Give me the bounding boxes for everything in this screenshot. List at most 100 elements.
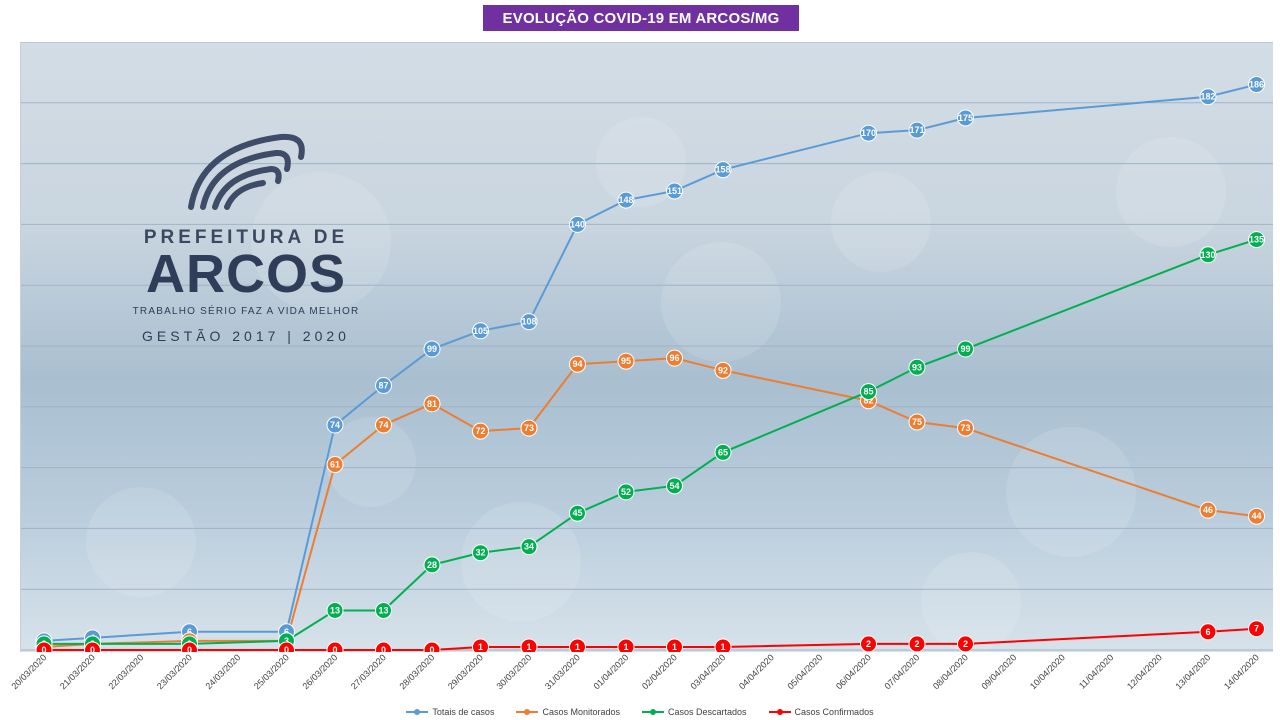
data-point: 135 [1248, 231, 1265, 249]
data-label: 74 [330, 420, 340, 430]
x-tick-label: 23/03/2020 [155, 652, 194, 691]
point-marker [957, 340, 974, 358]
point-marker [617, 191, 635, 209]
point-marker [520, 419, 538, 437]
data-label: 0 [381, 645, 386, 652]
x-tick-label: 22/03/2020 [106, 652, 145, 691]
data-label: 75 [912, 417, 922, 427]
virus-decoration [326, 417, 416, 507]
legend-swatch [516, 709, 539, 715]
data-point: 94 [569, 355, 586, 373]
data-label: 44 [1251, 511, 1261, 521]
x-tick-label: 09/04/2020 [979, 652, 1018, 691]
point-marker [181, 641, 198, 652]
data-point: 96 [666, 349, 683, 367]
data-label: 158 [715, 165, 730, 175]
data-point: 2 [957, 635, 974, 652]
point-marker [1248, 507, 1265, 525]
data-label: 99 [427, 344, 437, 354]
data-label: 148 [618, 195, 633, 205]
data-point: 2 [908, 635, 926, 652]
point-marker [326, 456, 344, 474]
point-marker [472, 322, 489, 340]
data-label: 140 [570, 219, 585, 229]
data-label: 108 [521, 317, 536, 327]
data-label: 186 [1249, 80, 1264, 90]
point-marker [714, 443, 732, 461]
point-marker [472, 422, 489, 440]
data-point: 130 [1199, 246, 1217, 264]
data-point: 75 [908, 413, 926, 431]
legend-item: Casos Monitorados [516, 704, 620, 720]
point-marker [423, 641, 441, 652]
x-tick-label: 21/03/2020 [58, 652, 97, 691]
x-tick-label: 03/04/2020 [688, 652, 727, 691]
data-label: 93 [912, 362, 922, 372]
data-label: 92 [718, 365, 728, 375]
data-label: 28 [427, 560, 437, 570]
data-point: 182 [1199, 88, 1217, 106]
legend-label: Casos Descartados [668, 707, 747, 717]
data-point: 1 [472, 638, 489, 652]
legend-label: Casos Confirmados [794, 707, 874, 717]
data-label: 46 [1203, 505, 1213, 515]
data-point: 0 [423, 641, 441, 652]
point-marker [1199, 246, 1217, 264]
x-tick-label: 06/04/2020 [834, 652, 873, 691]
virus-decoration [86, 487, 196, 597]
data-label: 81 [427, 399, 437, 409]
data-point: 1 [714, 638, 732, 652]
point-marker [375, 377, 392, 395]
data-point: 74 [375, 416, 392, 434]
point-marker [617, 483, 635, 501]
virus-decoration [1116, 137, 1226, 247]
data-label: 34 [524, 542, 534, 552]
point-marker [35, 641, 53, 652]
logo-prefix: PREFEITURA DE [143, 227, 349, 248]
data-label: 0 [332, 645, 337, 652]
legend-label: Totais de casos [432, 707, 495, 717]
data-label: 175 [958, 113, 973, 123]
point-marker [375, 601, 392, 619]
x-tick-label: 07/04/2020 [882, 652, 921, 691]
point-marker [666, 349, 683, 367]
data-point: 0 [375, 641, 392, 652]
series-points: 3466748799105108140148151158170171175182… [35, 76, 1265, 652]
data-point: 74 [326, 416, 344, 434]
data-label: 2 [963, 639, 968, 649]
point-marker [569, 215, 586, 233]
data-point: 13 [326, 601, 344, 619]
data-label: 170 [861, 128, 876, 138]
point-marker [957, 109, 974, 127]
chart-title: EVOLUÇÃO COVID-19 EM ARCOS/MG [483, 5, 799, 31]
data-label: 72 [475, 426, 485, 436]
point-marker [908, 358, 926, 376]
virus-decoration [921, 552, 1021, 652]
data-label: 52 [621, 487, 631, 497]
x-tick-label: 20/03/2020 [9, 652, 48, 691]
data-point: 73 [520, 419, 538, 437]
point-marker [957, 635, 974, 652]
logo-gestao: GESTÃO 2017 | 2020 [142, 328, 350, 344]
point-marker [375, 416, 392, 434]
data-point: 0 [326, 641, 344, 652]
data-point: 99 [423, 340, 441, 358]
legend-label: Casos Monitorados [542, 707, 620, 717]
x-tick-label: 08/04/2020 [931, 652, 970, 691]
data-point: 54 [666, 477, 683, 495]
point-marker [569, 355, 586, 373]
x-tick-label: 26/03/2020 [300, 652, 339, 691]
data-label: 0 [187, 645, 192, 652]
data-label: 1 [672, 642, 677, 652]
data-point: 2 [860, 635, 877, 652]
data-point: 32 [472, 544, 489, 562]
data-point: 46 [1199, 501, 1217, 519]
point-marker [666, 477, 683, 495]
x-tick-label: 24/03/2020 [203, 652, 242, 691]
data-label: 1 [623, 642, 628, 652]
data-label: 0 [90, 645, 95, 652]
point-marker [1199, 501, 1217, 519]
data-point: 1 [569, 638, 586, 652]
point-marker [472, 544, 489, 562]
data-label: 182 [1200, 92, 1215, 102]
